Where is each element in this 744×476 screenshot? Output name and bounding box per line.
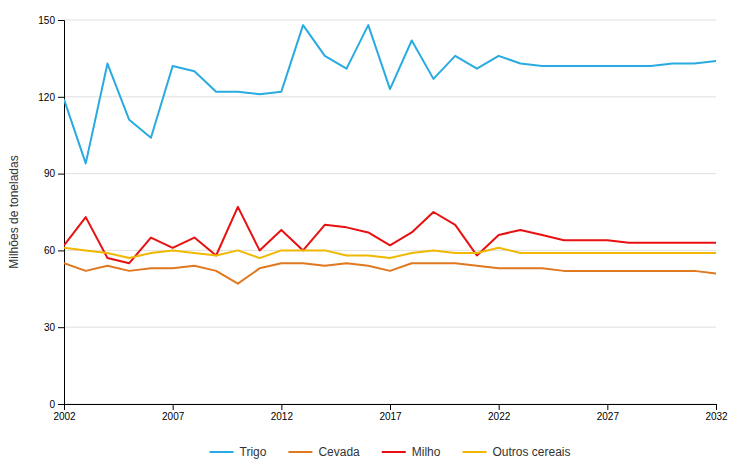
axis-line <box>58 21 65 405</box>
tick: 150 <box>38 15 64 26</box>
tick-label: 120 <box>38 92 55 103</box>
tick-mark <box>390 404 391 410</box>
tick-mark <box>58 174 64 175</box>
tick-mark <box>716 404 717 410</box>
tick-label: 60 <box>44 245 56 256</box>
tick: 90 <box>44 168 64 179</box>
tick-mark <box>607 404 608 410</box>
legend-item: Milho <box>382 445 441 459</box>
legend-swatch <box>462 451 486 453</box>
grid-line <box>64 173 716 174</box>
series-line <box>64 207 716 263</box>
chart: 2002 2007 2012 2017 2022 2027 2032 0 30 60 90 120 15… <box>0 0 744 476</box>
tick-label: 2017 <box>379 411 402 422</box>
tick: 2017 <box>379 404 402 422</box>
tick: 2022 <box>488 404 511 422</box>
legend: Trigo Cevada Milho Outros cereais <box>210 445 571 459</box>
legend-swatch <box>210 451 234 453</box>
tick-label: 0 <box>49 399 55 410</box>
tick: 2007 <box>162 404 185 422</box>
grid-line <box>64 327 716 328</box>
legend-item: Cevada <box>288 445 360 459</box>
grid-line <box>64 96 716 97</box>
tick: 120 <box>38 92 64 103</box>
series-line <box>64 25 716 163</box>
tick-mark <box>58 404 64 405</box>
tick-label: 2007 <box>162 411 185 422</box>
tick-mark <box>58 20 64 21</box>
legend-label: Outros cereais <box>492 445 570 459</box>
legend-item: Trigo <box>210 445 267 459</box>
tick: 2002 <box>53 404 76 422</box>
tick-mark <box>58 327 64 328</box>
tick-mark <box>281 404 282 410</box>
tick-mark <box>499 404 500 410</box>
tick-label: 150 <box>38 15 55 26</box>
grid-line <box>64 20 716 21</box>
tick-label: 90 <box>44 168 56 179</box>
series-line <box>64 248 716 258</box>
tick-label: 2022 <box>488 411 511 422</box>
legend-swatch <box>382 451 406 453</box>
tick: 2027 <box>597 404 620 422</box>
tick: 30 <box>44 322 64 333</box>
legend-label: Milho <box>412 445 441 459</box>
tick: 60 <box>44 245 64 256</box>
plot: 2002 2007 2012 2017 2022 2027 2032 0 30 60 90 120 15… <box>38 15 728 422</box>
lines <box>64 25 716 284</box>
tick-label: 2002 <box>53 411 76 422</box>
tick-mark <box>173 404 174 410</box>
tick-mark <box>58 250 64 251</box>
tick-label: 2012 <box>271 411 294 422</box>
tick-label: 30 <box>44 322 56 333</box>
tick-label: 2032 <box>705 411 728 422</box>
tick: 2032 <box>705 404 728 422</box>
legend-item: Outros cereais <box>462 445 570 459</box>
y-axis-title: Milhões de toneladas <box>7 155 21 268</box>
axis-line <box>65 405 717 411</box>
legend-label: Cevada <box>318 445 360 459</box>
legend-label: Trigo <box>240 445 267 459</box>
y-axis: 0 30 60 90 120 150 <box>38 15 64 410</box>
tick-mark <box>58 97 64 98</box>
tick-label: 2027 <box>597 411 620 422</box>
tick: 2012 <box>271 404 294 422</box>
series-line <box>64 263 716 283</box>
x-axis: 2002 2007 2012 2017 2022 2027 2032 <box>53 404 728 422</box>
tick: 0 <box>49 399 64 410</box>
grid <box>64 20 716 404</box>
legend-swatch <box>288 451 312 453</box>
